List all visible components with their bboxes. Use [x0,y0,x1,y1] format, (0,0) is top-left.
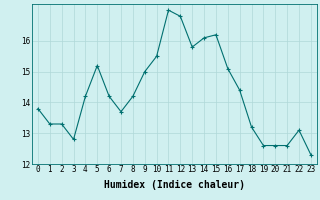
X-axis label: Humidex (Indice chaleur): Humidex (Indice chaleur) [104,180,245,190]
